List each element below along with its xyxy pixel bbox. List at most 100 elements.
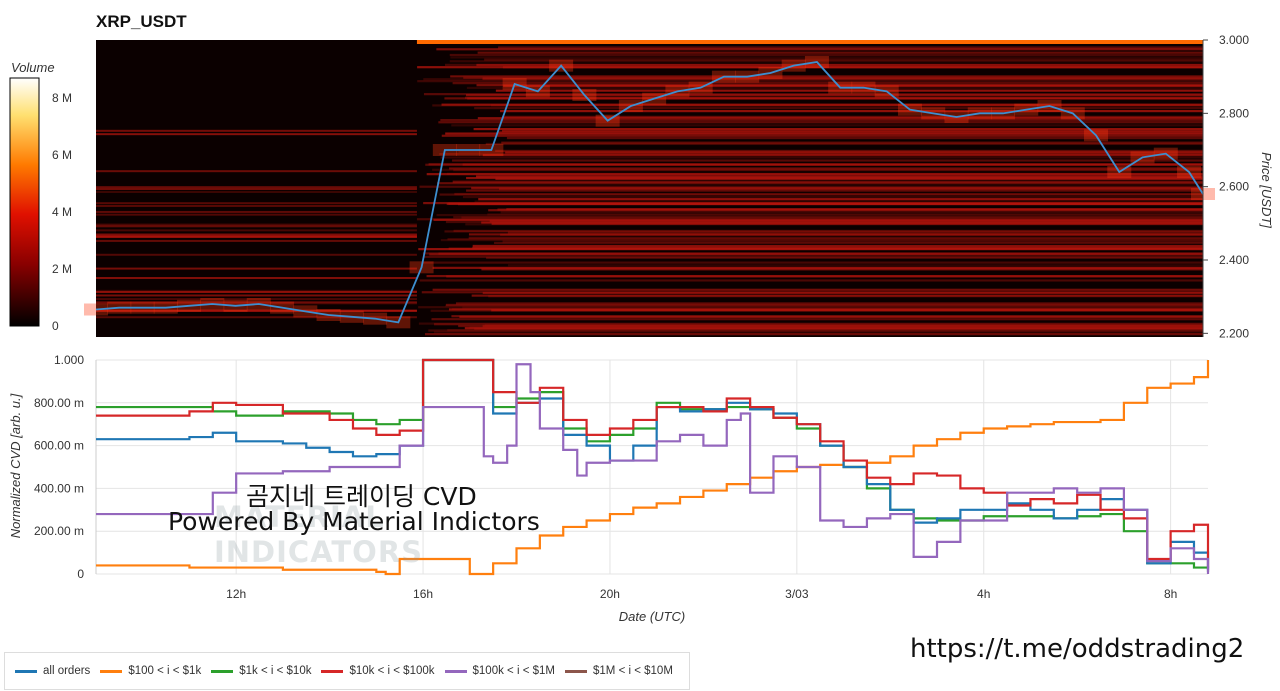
heatmap-band — [440, 239, 1203, 242]
legend-item[interactable]: all orders — [15, 665, 90, 677]
heatmap-band — [96, 276, 417, 279]
heatmap-band — [439, 152, 1204, 156]
heatmap-band — [486, 256, 1203, 260]
heatmap-band — [455, 302, 1203, 305]
heatmap-band — [454, 192, 1204, 196]
chart-title: XRP_USDT — [96, 12, 187, 31]
heatmap-band — [500, 211, 1203, 214]
price-tick-label: 2.800 — [1219, 106, 1249, 120]
legend-item[interactable]: $100k < i < $1M — [444, 665, 555, 677]
heatmap-band — [436, 182, 1203, 185]
x-tick-label: 16h — [413, 587, 433, 601]
price-axis-title: Price [USDT] — [1259, 152, 1274, 228]
heatmap-band — [485, 142, 1203, 146]
heatmap-band — [466, 176, 1203, 180]
heatmap-band — [96, 188, 417, 191]
legend-item[interactable]: $100 < i < $1k — [100, 665, 201, 677]
heatmap-band — [449, 167, 1204, 170]
heatmap-band — [452, 82, 1203, 85]
heatmap-band — [432, 266, 1203, 269]
heatmap-band — [472, 244, 1203, 248]
heatmap-band — [96, 129, 417, 132]
heatmap-band — [419, 279, 1204, 282]
x-tick-label: 12h — [226, 587, 246, 601]
heatmap-band — [458, 150, 1203, 153]
cvd-panel: 0 200.00 m 400.00 m 600.00 m 800.00 m 1.000 1… — [8, 353, 1210, 624]
heatmap-band — [96, 233, 417, 236]
y-tick-label: 1.000 — [54, 353, 84, 367]
heatmap-band — [502, 240, 1203, 243]
heatmap-band — [419, 185, 1204, 188]
colorbar-tick-label: 0 — [52, 319, 59, 333]
heatmap-band — [441, 134, 1203, 137]
heatmap-band — [445, 220, 1203, 224]
colorbar-tick-label: 4 M — [52, 205, 72, 219]
y-axis-title: Normalized CVD [arb. u.] — [8, 393, 23, 538]
heatmap-band — [445, 304, 1203, 307]
legend-label: $100 < i < $1k — [128, 665, 202, 677]
legend-label: $100k < i < $1M — [472, 665, 555, 677]
heatmap-band — [471, 294, 1203, 297]
colorbar-tick-label: 6 M — [52, 148, 72, 162]
heatmap-band — [429, 253, 1203, 256]
legend-item[interactable]: $1M < i < $10M — [565, 665, 673, 677]
heatmap-band — [444, 97, 1203, 100]
y-tick-label: 200.00 m — [34, 524, 84, 538]
heatmap-band — [96, 191, 417, 194]
watermark-logo-line2: INDICATORS — [214, 535, 424, 569]
heatmap-band — [96, 229, 417, 232]
heatmap-band — [491, 222, 1203, 225]
legend-swatch — [321, 669, 344, 673]
heatmap-band — [421, 261, 1203, 264]
heatmap-band — [478, 198, 1203, 201]
price-line — [95, 61, 1204, 324]
heatmap-band — [501, 141, 1203, 144]
heatmap-band — [96, 235, 417, 238]
x-tick-label: 3/03 — [785, 587, 809, 601]
heatmap-band — [426, 173, 1203, 176]
heatmap-band — [417, 80, 1203, 83]
heatmap-band — [451, 124, 1203, 127]
heatmap-band — [436, 213, 1203, 217]
heatmap-band — [96, 202, 417, 205]
heatmap-band — [476, 175, 1203, 178]
heatmap-band — [438, 121, 1203, 124]
heatmap-band — [432, 288, 1204, 291]
legend-item[interactable]: $1k < i < $10k — [211, 665, 311, 677]
heatmap-band — [96, 210, 417, 213]
y-tick-label: 600.00 m — [34, 439, 84, 453]
heatmap-band — [436, 48, 1204, 51]
heatmap-band — [96, 298, 417, 301]
heatmap-band — [450, 56, 1203, 59]
heatmap-band — [487, 213, 1203, 216]
heatmap-band — [424, 333, 1203, 336]
heatmap-band — [477, 117, 1203, 120]
heatmap-band — [96, 289, 417, 292]
heatmap-band — [440, 156, 1204, 159]
heatmap-band — [432, 168, 1203, 171]
heatmap-band — [449, 53, 1204, 57]
heatmap-band — [462, 195, 1204, 199]
heatmap-band — [495, 149, 1203, 152]
heatmap-band — [476, 63, 1203, 67]
heatmap-band — [424, 255, 1203, 258]
heatmap-band — [468, 236, 1204, 239]
x-tick-label: 8h — [1164, 587, 1177, 601]
series-line-s10k-100k — [96, 358, 1210, 568]
heatmap-band — [465, 94, 1203, 97]
heatmap-band — [445, 303, 1203, 307]
heatmap-band — [481, 268, 1203, 271]
series-line-s100k-1m — [96, 363, 1210, 574]
channel-url[interactable]: https://t.me/oddstrading2 — [910, 634, 1245, 664]
heatmap-band — [453, 169, 1204, 172]
y-tick-label: 0 — [77, 567, 84, 581]
heatmap-panel: Volume 0 2 M 4 M 6 M 8 M 2.200 2.400 2.600 2.80… — [9, 33, 1274, 340]
heatmap-band — [96, 234, 417, 237]
heatmap-band — [444, 63, 1204, 66]
heatmap-band — [96, 223, 417, 226]
heatmap-band — [501, 115, 1203, 118]
heatmap-band — [428, 329, 1203, 332]
heatmap-band — [439, 193, 1203, 196]
heatmap-band — [473, 127, 1204, 131]
legend-item[interactable]: $10k < i < $100k — [321, 665, 435, 677]
